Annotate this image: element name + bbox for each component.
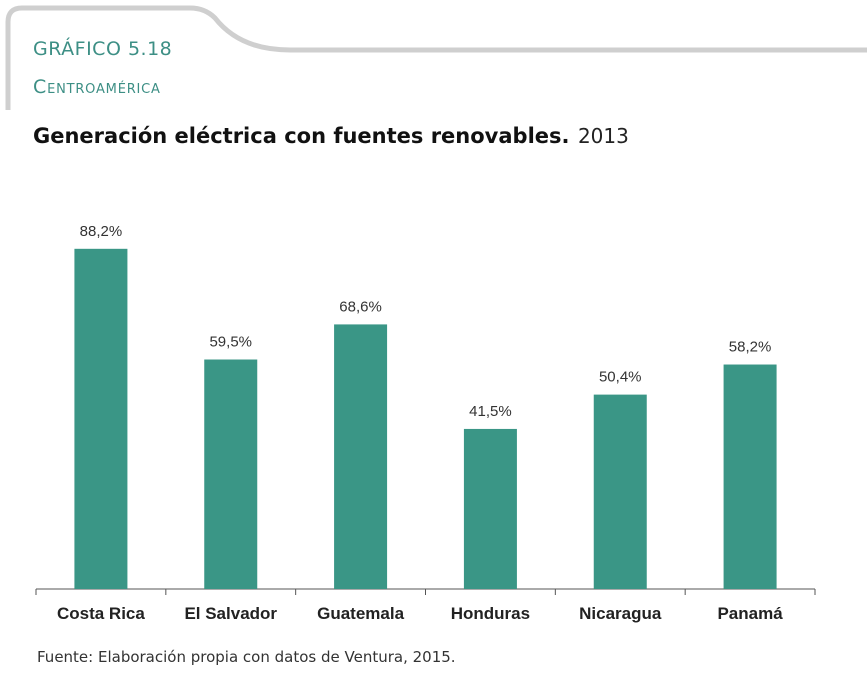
region-label: Centroamérica bbox=[33, 76, 161, 98]
bar bbox=[723, 364, 777, 589]
chart-year: 2013 bbox=[577, 124, 629, 148]
data-label: 58,2% bbox=[729, 339, 772, 356]
category-label: Honduras bbox=[451, 604, 530, 623]
data-label: 41,5% bbox=[469, 403, 512, 420]
header-frame bbox=[5, 5, 867, 110]
category-label: Guatemala bbox=[317, 604, 404, 623]
bar bbox=[334, 324, 388, 589]
bar bbox=[74, 248, 128, 589]
category-label: El Salvador bbox=[184, 604, 277, 623]
bar-chart: 88,2% Costa Rica 59,5% El Salvador 68,6% Guat… bbox=[35, 223, 816, 623]
bar bbox=[593, 394, 647, 589]
source-note: Fuente: Elaboración propia con datos de … bbox=[37, 648, 456, 666]
category-label: Costa Rica bbox=[57, 604, 145, 623]
data-label: 88,2% bbox=[80, 223, 123, 240]
data-label: 59,5% bbox=[209, 334, 252, 351]
chart-title: Generación eléctrica con fuentes renovab… bbox=[33, 124, 570, 148]
data-label: 68,6% bbox=[339, 298, 382, 315]
bar bbox=[204, 359, 258, 589]
data-label: 50,4% bbox=[599, 369, 642, 386]
bar bbox=[463, 428, 517, 589]
chart-label: GRÁFICO 5.18 bbox=[33, 38, 173, 60]
category-label: Panamá bbox=[717, 604, 783, 623]
category-label: Nicaragua bbox=[579, 604, 662, 623]
chart-title-row: Generación eléctrica con fuentes renovab… bbox=[33, 124, 629, 148]
